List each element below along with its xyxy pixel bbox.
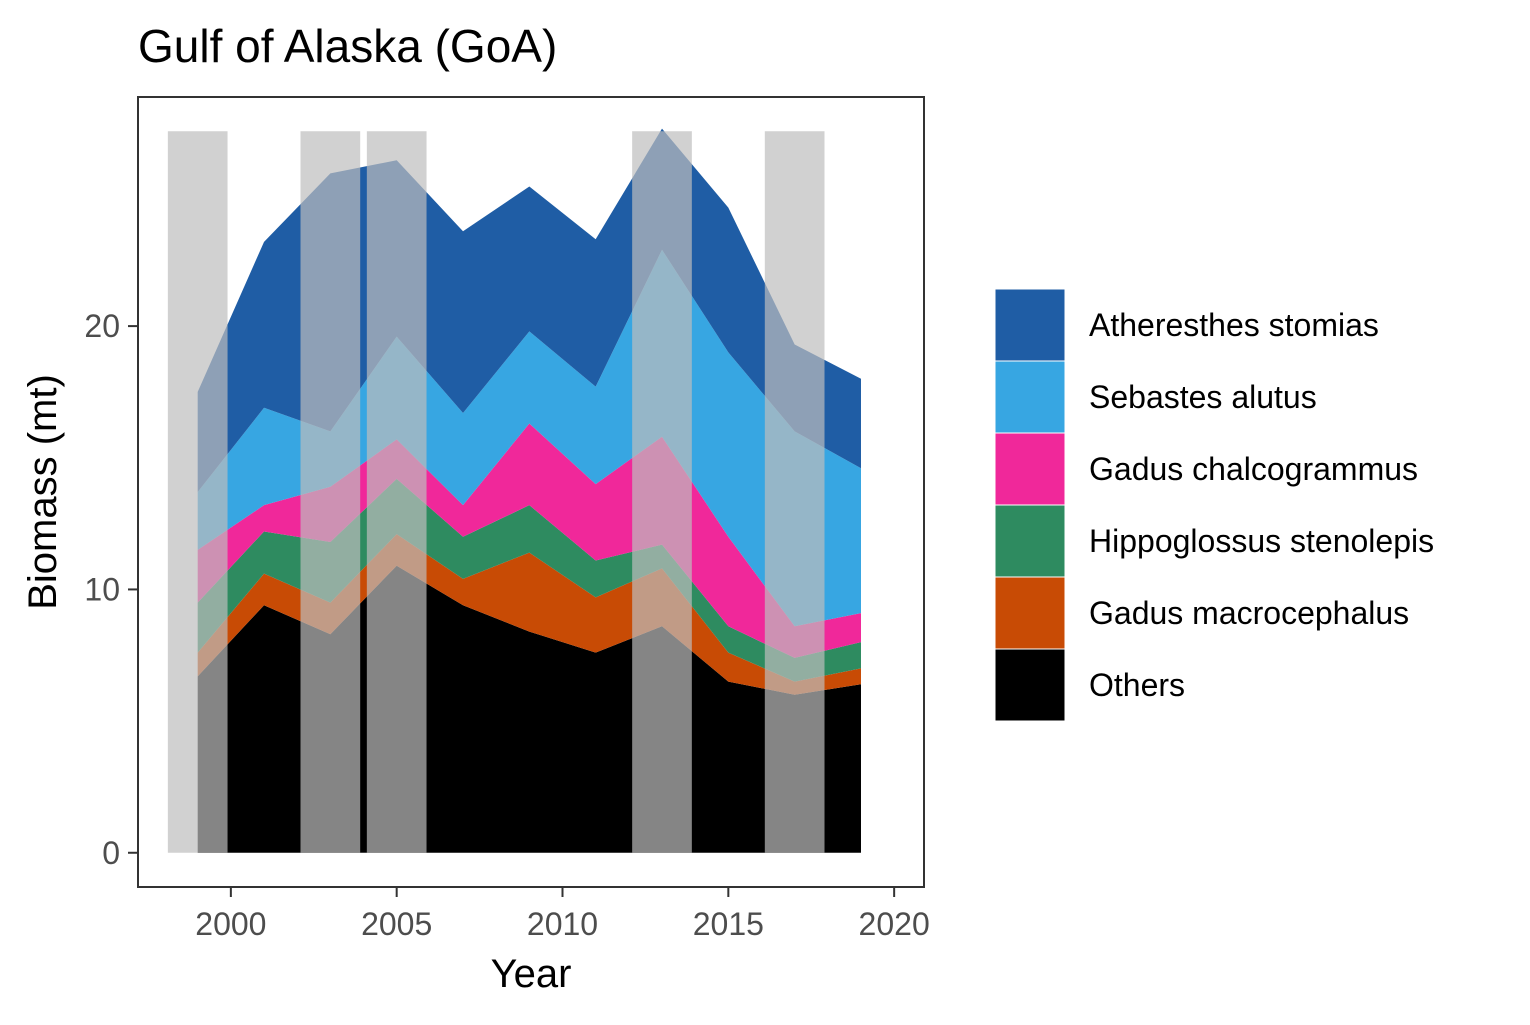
y-tick-label-20: 20 — [84, 308, 120, 344]
legend-key-atheresthes-stomias — [994, 288, 1066, 362]
legend: Atheresthes stomias Sebastes alutus Gadus … — [994, 288, 1434, 722]
legend-label-gadus-chalcogrammus: Gadus chalcogrammus — [1089, 451, 1418, 487]
legend-key-gadus-macrocephalus — [994, 576, 1066, 650]
legend-label-atheresthes-stomias: Atheresthes stomias — [1089, 307, 1379, 343]
highlight-band-3 — [366, 131, 427, 853]
x-tick-label-2020: 2020 — [859, 906, 930, 942]
x-axis-label: Year — [491, 952, 572, 996]
x-tick-label-2005: 2005 — [361, 906, 432, 942]
legend-key-hippoglossus-stenolepis — [994, 504, 1066, 578]
legend-label-gadus-macrocephalus: Gadus macrocephalus — [1089, 595, 1409, 631]
highlight-band-5 — [764, 131, 825, 853]
panel-border — [137, 96, 925, 888]
area-series-gadus-macrocephalus — [197, 534, 861, 695]
x-tick-label-2000: 2000 — [195, 906, 266, 942]
area-series-hippoglossus-stenolepis — [197, 478, 861, 682]
chart-title: Gulf of Alaska (GoA) — [138, 20, 557, 72]
x-tick-label-2015: 2015 — [693, 906, 764, 942]
area-series-gadus-chalcogrammus — [197, 423, 861, 658]
legend-key-others — [994, 648, 1066, 722]
legend-label-others: Others — [1089, 667, 1185, 703]
area-series-sebastes-alutus — [197, 249, 861, 627]
plot-area: 2000 2005 2010 2015 2020 0 10 20 — [84, 96, 930, 942]
legend-key-sebastes-alutus — [994, 360, 1066, 434]
x-tick-label-2010: 2010 — [527, 906, 598, 942]
highlight-band-2 — [300, 131, 361, 853]
y-tick-label-10: 10 — [84, 571, 120, 607]
area-series-others — [197, 565, 861, 853]
highlight-band-4 — [632, 131, 692, 853]
legend-label-hippoglossus-stenolepis: Hippoglossus stenolepis — [1089, 523, 1434, 559]
y-axis-label: Biomass (mt) — [21, 374, 65, 610]
legend-label-sebastes-alutus: Sebastes alutus — [1089, 379, 1317, 415]
highlight-band-1 — [167, 131, 228, 853]
y-tick-label-0: 0 — [102, 835, 120, 871]
legend-key-gadus-chalcogrammus — [994, 432, 1066, 506]
area-series-atheresthes-stomias — [197, 128, 861, 492]
